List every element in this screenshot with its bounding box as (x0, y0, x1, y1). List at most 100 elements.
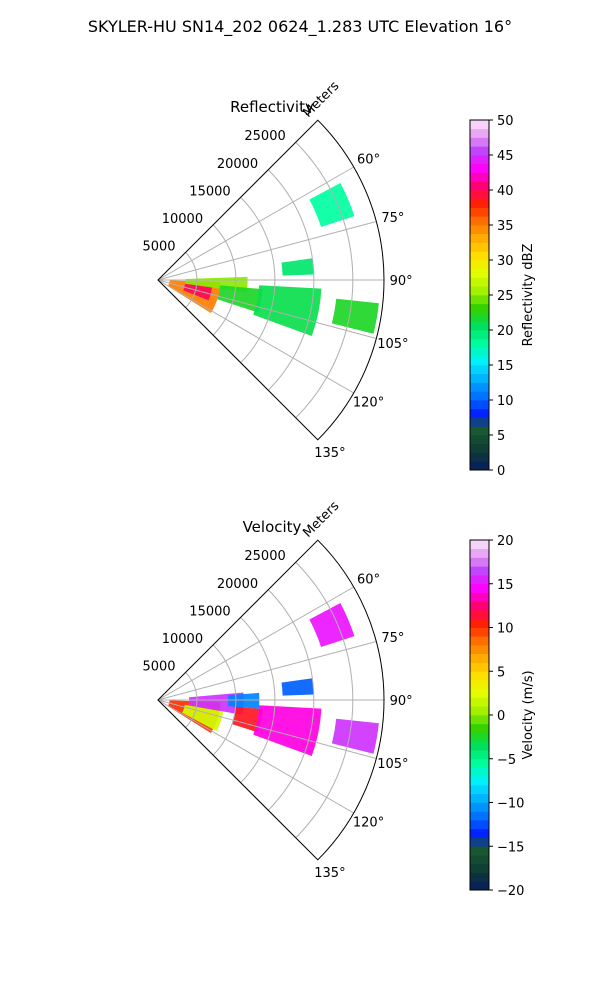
azimuth-spoke (157, 699, 377, 759)
azimuth-spoke (157, 279, 354, 394)
colorbar-segment (470, 566, 489, 576)
colorbar-segment (470, 303, 489, 313)
colorbar-segment (470, 155, 489, 165)
colorbar-tick-label: 45 (497, 149, 514, 164)
colorbar-segment (470, 575, 489, 585)
colorbar-segment (470, 286, 489, 296)
colorbar-segment (470, 435, 489, 445)
colorbar-segment (470, 146, 489, 156)
colorbar-segment (470, 443, 489, 453)
colorbar-segment (470, 671, 489, 681)
colorbar-segment (470, 846, 489, 856)
colorbar-segment (470, 750, 489, 760)
colorbar-segment (470, 330, 489, 340)
azimuth-tick-label: 75° (381, 211, 404, 226)
azimuth-spoke (157, 221, 377, 281)
colorbar-segment (470, 198, 489, 208)
colorbar-segment (470, 225, 489, 235)
colorbar-segment (470, 190, 489, 200)
colorbar-segment (470, 452, 489, 462)
colorbar-segment (470, 347, 489, 357)
range-tick-label: 5000 (142, 659, 175, 674)
range-tick-label: 25000 (244, 549, 285, 564)
colorbar-tick-label: 10 (497, 394, 514, 409)
echo-region (309, 183, 355, 228)
velocity-panel: Velocity 5000 10000 15000 20000 25000 Meters 6… (142, 499, 412, 881)
colorbar-segment (470, 120, 489, 130)
colorbar-segment (470, 408, 489, 418)
reflectivity-panel: Reflectivity 500010000150002000025000Met… (142, 79, 412, 461)
echo-region (281, 678, 314, 696)
colorbar-segment (470, 732, 489, 742)
colorbar-tick-label: 50 (497, 114, 514, 129)
colorbar-segment (470, 881, 489, 891)
colorbar-tick-label: 40 (497, 184, 514, 199)
colorbar-segment (470, 855, 489, 865)
colorbar-segment (470, 802, 489, 812)
colorbar-tick-label: −20 (497, 884, 524, 899)
echo-region (253, 705, 322, 756)
sector-outline (157, 539, 385, 861)
azimuth-spoke (157, 586, 354, 701)
colorbar-tick-label: 10 (497, 622, 514, 637)
reflectivity-panel-title: Reflectivity (230, 98, 314, 116)
azimuth-tick-label: 120° (353, 396, 384, 411)
colorbar-segment (470, 636, 489, 646)
colorbar-segment (470, 662, 489, 672)
echo-region (253, 285, 322, 336)
range-tick-label: 20000 (217, 157, 258, 172)
colorbar-segment (470, 137, 489, 147)
colorbar-tick-label: 25 (497, 289, 514, 304)
colorbar-segment (470, 741, 489, 751)
colorbar-segment (470, 688, 489, 698)
echo-region (217, 285, 263, 313)
colorbar-tick-label: 15 (497, 359, 514, 374)
echo-region (331, 718, 379, 754)
colorbar-segment (470, 207, 489, 217)
colorbar-tick-label: −10 (497, 797, 524, 812)
colorbar-segment (470, 128, 489, 138)
radial-axis-label: Meters (300, 499, 342, 541)
sector-outline (157, 119, 385, 441)
colorbar-segment (470, 645, 489, 655)
azimuth-tick-label: 90° (390, 694, 413, 709)
colorbar-tick-label: −5 (497, 753, 516, 768)
colorbar-segment (470, 251, 489, 261)
azimuth-spoke (157, 641, 377, 701)
colorbar-segment (470, 181, 489, 191)
colorbar-segment (470, 653, 489, 663)
colorbar-label: Velocity (m/s) (521, 670, 536, 759)
colorbar-segment (470, 758, 489, 768)
range-tick-label: 10000 (162, 212, 203, 227)
azimuth-spoke (157, 279, 377, 339)
colorbar-segment (470, 618, 489, 628)
azimuth-tick-label: 135° (314, 866, 345, 881)
colorbar-segment (470, 426, 489, 436)
colorbar-segment (470, 680, 489, 690)
colorbar-segment (470, 557, 489, 567)
colorbar-segment (470, 583, 489, 593)
colorbar-segment (470, 242, 489, 252)
azimuth-spoke (157, 699, 354, 814)
colorbar-segment (470, 321, 489, 331)
azimuth-tick-label: 75° (381, 631, 404, 646)
colorbar-segment (470, 785, 489, 795)
velocity-panel-title: Velocity (243, 518, 302, 536)
colorbar-segment (470, 872, 489, 882)
echo-region (281, 258, 314, 276)
colorbar-segment (470, 828, 489, 838)
colorbar-segment (470, 793, 489, 803)
colorbar-tick-label: 20 (497, 324, 514, 339)
colorbar-segment (470, 461, 489, 471)
colorbar-segment (470, 610, 489, 620)
colorbar-segment (470, 356, 489, 366)
colorbar-segment (470, 268, 489, 278)
colorbar-segment (470, 767, 489, 777)
colorbar-segment (470, 216, 489, 226)
range-tick-label: 25000 (244, 129, 285, 144)
azimuth-tick-label: 60° (357, 152, 380, 167)
colorbar-segment (470, 382, 489, 392)
range-tick-label: 15000 (189, 184, 230, 199)
colorbar-segment (470, 295, 489, 305)
range-tick-label: 15000 (189, 604, 230, 619)
